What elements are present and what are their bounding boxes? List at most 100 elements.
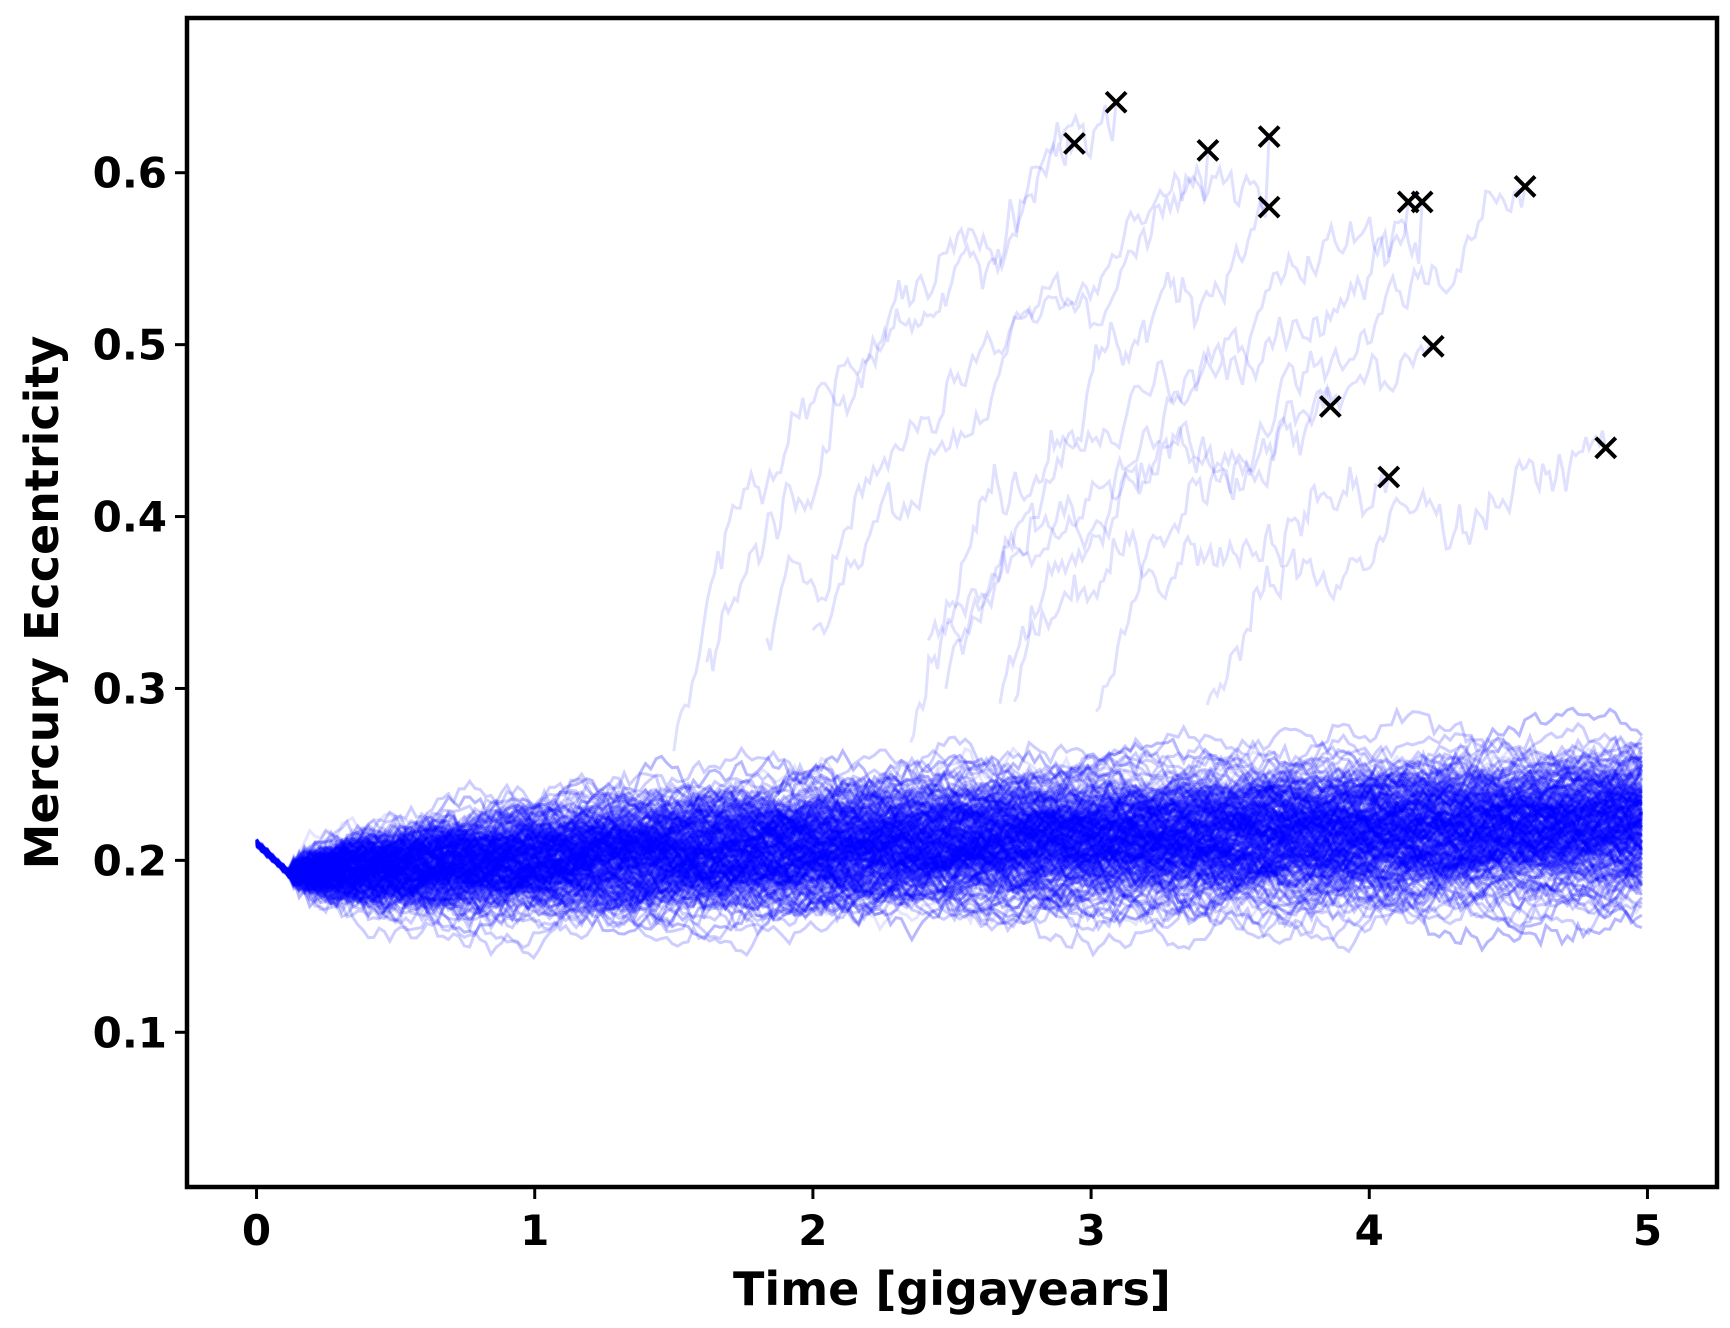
trajectory-line — [255, 806, 1643, 917]
trajectory-line — [255, 796, 1643, 907]
trajectory-line — [255, 801, 1643, 899]
trajectory-line — [255, 799, 1643, 922]
trajectory-line — [255, 798, 1644, 890]
trajectory-line — [255, 750, 1643, 897]
trajectory-line — [255, 844, 1643, 943]
trajectory-line — [255, 706, 1643, 923]
trajectory-line — [255, 771, 1643, 888]
trajectory-line — [255, 809, 1643, 902]
trajectory-line — [255, 776, 1643, 873]
trajectory-line — [255, 792, 1644, 896]
trajectory-line — [256, 806, 1643, 892]
trajectory-line — [255, 803, 1643, 913]
trajectory-line — [255, 782, 1643, 898]
trajectory-line — [255, 813, 1643, 911]
trajectory-line — [255, 789, 1643, 901]
trajectory-line — [255, 817, 1643, 920]
x-axis-ticks: 0 1 2 3 4 5 — [242, 1187, 1662, 1255]
trajectory-line — [255, 751, 1644, 922]
trajectory-line — [256, 832, 1643, 961]
trajectory-line — [255, 754, 1643, 911]
trajectory-line — [255, 763, 1644, 914]
trajectory-line — [255, 776, 1643, 882]
trajectory-line — [255, 809, 1643, 908]
trajectory-line — [255, 808, 1644, 911]
trajectory-line — [255, 832, 1643, 914]
trajectory-line — [255, 798, 1644, 902]
trajectory-line — [255, 792, 1643, 937]
trajectory-line — [255, 779, 1644, 884]
trajectory-line — [255, 750, 1642, 888]
trajectory-line — [255, 763, 1643, 882]
trajectory-line — [255, 751, 1644, 901]
trajectory-line — [255, 827, 1643, 921]
trajectory-line — [255, 761, 1643, 893]
trajectory-line — [255, 811, 1644, 887]
trajectory-line — [255, 822, 1643, 926]
trajectory-line — [255, 764, 1643, 885]
trajectory-line — [255, 795, 1643, 897]
trajectory-line — [255, 763, 1644, 899]
trajectory-line — [255, 741, 1643, 906]
trajectory-line — [255, 787, 1643, 878]
trajectory-line — [255, 765, 1643, 891]
trajectory-line — [255, 783, 1643, 870]
trajectory-line — [255, 810, 1644, 901]
trajectory-line — [256, 806, 1643, 908]
trajectory-line — [255, 753, 1643, 874]
trajectory-line — [255, 787, 1643, 895]
trajectory-line — [255, 804, 1643, 905]
trajectory-line — [255, 782, 1643, 890]
trajectory-line — [255, 742, 1644, 919]
y-tick-label: 0.1 — [93, 1008, 167, 1057]
trajectory-line — [255, 819, 1644, 922]
trajectory-line — [256, 788, 1643, 896]
trajectory-line — [255, 769, 1643, 882]
trajectory-line — [255, 812, 1643, 932]
trajectory-line — [256, 791, 1644, 883]
trajectory-line — [255, 763, 1644, 914]
trajectory-line — [255, 841, 1643, 949]
trajectory-line — [256, 791, 1644, 883]
trajectory-line — [255, 827, 1643, 934]
trajectory-line — [255, 820, 1644, 913]
trajectory-line — [255, 800, 1643, 890]
trajectory-line — [255, 841, 1643, 932]
trajectory-line — [255, 767, 1643, 889]
trajectory-line — [256, 803, 1644, 905]
trajectory-line — [255, 774, 1644, 906]
trajectory-line — [255, 790, 1643, 907]
trajectory-line — [255, 787, 1643, 895]
trajectory-line — [255, 757, 1643, 891]
trajectory-line — [255, 795, 1644, 889]
trajectory-line — [255, 797, 1643, 904]
trajectory-line — [255, 815, 1643, 921]
trajectory-line — [255, 820, 1644, 916]
trajectory-line — [255, 827, 1643, 934]
trajectory-line — [255, 815, 1643, 924]
trajectory-line — [255, 772, 1643, 891]
trajectory-line — [255, 743, 1644, 875]
trajectory-line — [255, 843, 1644, 951]
trajectory-line — [255, 830, 1643, 928]
trajectory-line — [256, 732, 1643, 906]
trajectory-line — [255, 819, 1643, 928]
trajectory-line — [256, 758, 1644, 897]
trajectory-line — [255, 800, 1644, 889]
trajectory-line — [255, 794, 1643, 892]
trajectory-line — [255, 810, 1642, 904]
trajectory-line — [255, 760, 1644, 881]
trajectory-line — [255, 763, 1643, 875]
trajectory-line — [256, 748, 1644, 915]
trajectory-line — [255, 757, 1644, 880]
trajectory-line — [255, 745, 1643, 887]
trajectory-line — [255, 754, 1644, 895]
trajectory-line — [255, 814, 1644, 915]
trajectory-line — [256, 799, 1644, 941]
trajectory-line — [255, 763, 1643, 892]
trajectory-line — [255, 745, 1643, 873]
trajectory-line — [255, 791, 1643, 885]
trajectory-line — [255, 783, 1643, 878]
